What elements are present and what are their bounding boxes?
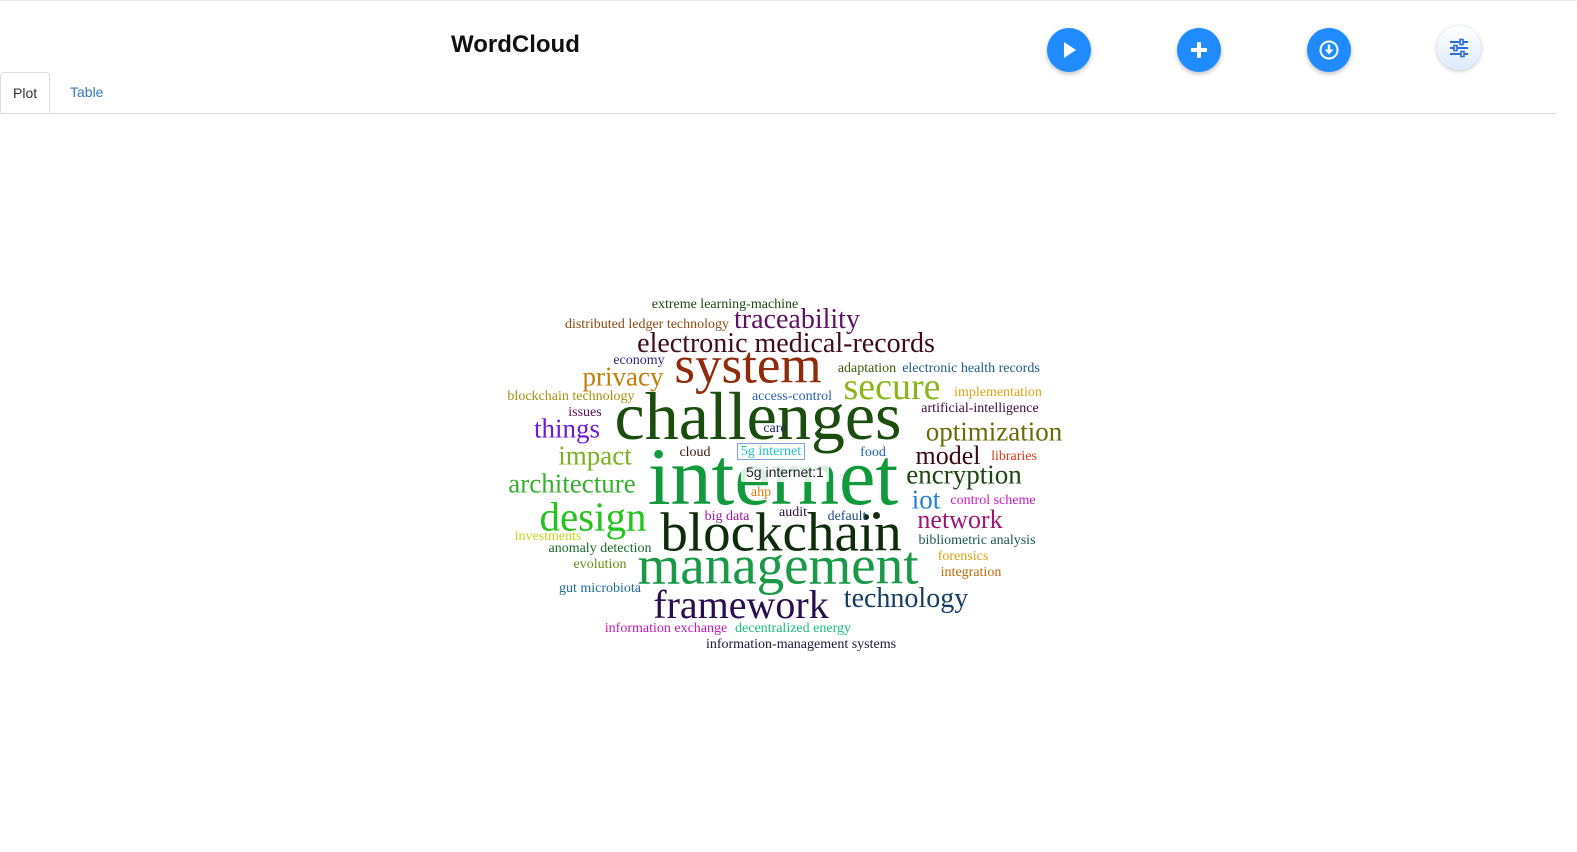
word-big-data[interactable]: big data bbox=[704, 509, 750, 524]
word-optimization[interactable]: optimization bbox=[925, 416, 1063, 447]
word-management[interactable]: management bbox=[637, 534, 919, 596]
word-cloud[interactable]: cloud bbox=[679, 445, 711, 460]
download-button[interactable] bbox=[1307, 28, 1351, 72]
word-economy[interactable]: economy bbox=[613, 353, 665, 368]
word-gut-microbiota[interactable]: gut microbiota bbox=[558, 581, 642, 596]
word-iot[interactable]: iot bbox=[911, 484, 941, 515]
word-information-management-systems[interactable]: information-management systems bbox=[705, 637, 897, 652]
cloud-dot-marker bbox=[873, 512, 880, 519]
settings-button[interactable] bbox=[1437, 26, 1481, 70]
word-framework[interactable]: framework bbox=[653, 582, 829, 627]
word-encryption[interactable]: encryption bbox=[906, 459, 1022, 490]
sliders-icon bbox=[1450, 38, 1468, 58]
word-blockchain-technology[interactable]: blockchain technology bbox=[507, 389, 635, 404]
word-blockchain[interactable]: blockchain bbox=[660, 501, 902, 563]
word-network[interactable]: network bbox=[917, 505, 1003, 534]
word-control-scheme[interactable]: control scheme bbox=[950, 493, 1036, 508]
word-bibliometric-analysis[interactable]: bibliometric analysis bbox=[918, 533, 1036, 548]
word-distributed-ledger-technology[interactable]: distributed ledger technology bbox=[564, 317, 730, 332]
word-integration[interactable]: integration bbox=[940, 565, 1002, 580]
play-button[interactable] bbox=[1047, 28, 1091, 72]
word-information-exchange[interactable]: information exchange bbox=[604, 621, 728, 636]
word-investments[interactable]: investments bbox=[514, 529, 582, 544]
word-electronic-health-records[interactable]: electronic health records bbox=[902, 361, 1040, 376]
word-tooltip: 5g internet:1 bbox=[741, 462, 829, 482]
word-audit[interactable]: audit bbox=[779, 505, 807, 520]
word-system[interactable]: system bbox=[674, 336, 822, 395]
play-icon bbox=[1064, 42, 1076, 58]
download-icon bbox=[1319, 40, 1339, 60]
word-decentralized-energy[interactable]: decentralized energy bbox=[735, 621, 851, 636]
word-traceability[interactable]: traceability bbox=[734, 304, 860, 335]
word-libraries[interactable]: libraries bbox=[991, 449, 1037, 464]
word-forensics[interactable]: forensics bbox=[937, 549, 989, 564]
word-artificial-intelligence[interactable]: artificial-intelligence bbox=[921, 401, 1039, 416]
top-border bbox=[0, 0, 1577, 1]
word-impact[interactable]: impact bbox=[558, 440, 632, 471]
tab-table[interactable]: Table bbox=[70, 84, 104, 100]
word-privacy[interactable]: privacy bbox=[582, 361, 664, 392]
word-extreme-learning-machine[interactable]: extreme learning-machine bbox=[651, 297, 799, 312]
word-electronic-medical-records[interactable]: electronic medical-records bbox=[637, 328, 935, 359]
plus-icon bbox=[1191, 42, 1207, 58]
word-5g-internet[interactable]: 5g internet bbox=[740, 444, 802, 459]
word-model[interactable]: model bbox=[915, 441, 981, 470]
word-architecture[interactable]: architecture bbox=[508, 468, 636, 499]
word-default[interactable]: default bbox=[827, 509, 867, 524]
word-evolution[interactable]: evolution bbox=[573, 557, 627, 572]
word-care[interactable]: care bbox=[763, 421, 787, 436]
word-access-control[interactable]: access-control bbox=[751, 389, 833, 404]
tab-bar: Plot Table bbox=[0, 72, 1556, 114]
word-design[interactable]: design bbox=[539, 493, 647, 540]
word-anomaly-detection[interactable]: anomaly detection bbox=[548, 541, 652, 556]
word-food[interactable]: food bbox=[860, 445, 886, 460]
word-challenges[interactable]: challenges bbox=[614, 378, 902, 454]
tab-plot[interactable]: Plot bbox=[0, 72, 51, 113]
word-technology[interactable]: technology bbox=[843, 583, 969, 614]
word-adaptation[interactable]: adaptation bbox=[837, 361, 897, 376]
add-button[interactable] bbox=[1177, 28, 1221, 72]
word-issues[interactable]: issues bbox=[568, 405, 602, 420]
word-secure[interactable]: secure bbox=[843, 366, 941, 408]
word-implementation[interactable]: implementation bbox=[954, 385, 1042, 400]
word-things[interactable]: things bbox=[533, 413, 601, 444]
app-title: WordCloud bbox=[451, 31, 580, 58]
word-ahp[interactable]: ahp bbox=[750, 485, 772, 500]
